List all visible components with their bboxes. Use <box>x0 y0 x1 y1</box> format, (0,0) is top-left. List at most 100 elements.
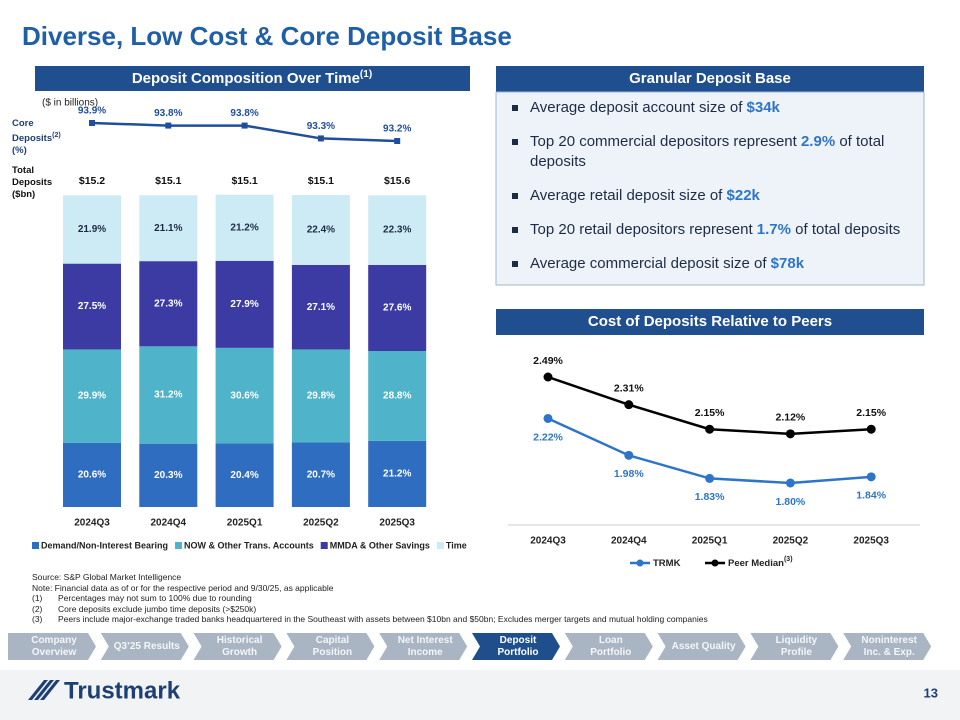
bar-segment <box>139 261 198 347</box>
footnote-text: Core deposits exclude jumbo time deposit… <box>58 603 257 614</box>
x-tick-label: 2025Q2 <box>773 536 809 547</box>
legend-label: Demand/Non-Interest Bearing <box>41 540 168 550</box>
total-label: $15.1 <box>308 175 334 187</box>
data-label: 2.15% <box>856 407 886 419</box>
data-label: 21.1% <box>154 223 182 234</box>
data-label: 30.6% <box>230 390 258 401</box>
nav-tab-label: Growth <box>222 647 257 658</box>
data-label: 28.8% <box>383 391 411 402</box>
data-label: 27.9% <box>230 299 258 310</box>
nav-tab-shape <box>750 633 839 660</box>
nav-tab-shape <box>8 633 96 660</box>
data-label: 93.3% <box>307 121 335 132</box>
data-label: 2.31% <box>614 382 644 394</box>
point <box>785 429 795 439</box>
nav-tab-shape <box>100 633 189 660</box>
footnote-text: Percentages may not sum to 100% due to r… <box>58 593 252 603</box>
point <box>624 450 634 460</box>
data-label: 20.3% <box>154 470 182 481</box>
source-note: Source: S&P Global Market Intelligence <box>32 572 182 582</box>
footnote-text: Peers include major-exchange traded bank… <box>58 614 708 624</box>
nav-tab-shape <box>193 633 282 660</box>
legend-text: TRMK <box>653 558 681 569</box>
panel-header <box>35 66 470 91</box>
x-tick-label: 2024Q4 <box>611 536 647 547</box>
x-tick-label: 2025Q1 <box>692 536 728 547</box>
bar-segment <box>215 443 274 507</box>
bullet-text: of total deposits <box>530 133 885 170</box>
nav-tab-label: Profile <box>781 647 813 658</box>
data-label: 93.9% <box>78 106 106 117</box>
bar-segment <box>291 349 350 443</box>
legend-swatch <box>436 542 444 549</box>
nav-tab-shape <box>657 633 746 660</box>
bar-segment <box>215 347 274 444</box>
data-label: 1.84% <box>856 490 886 502</box>
core-deposits-label: Core Deposits(2) (%) <box>12 118 62 157</box>
panel-title: Cost of Deposits Relative to Peers <box>588 313 832 330</box>
data-label: 20.7% <box>307 469 335 480</box>
footnote: (2) Core deposits exclude jumbo time depo… <box>32 604 708 615</box>
core-marker <box>317 135 324 142</box>
data-label: 2.12% <box>776 412 806 424</box>
footnote-marker: (2) <box>52 132 61 139</box>
nav-tab[interactable]: Asset Quality <box>657 633 746 660</box>
data-label: 93.2% <box>383 124 411 135</box>
bullet-highlight: $78k <box>770 255 805 272</box>
bullet: Top 20 commercial depositors represent 2… <box>510 132 915 172</box>
core-marker <box>165 122 172 129</box>
slide-title: Diverse, Low Cost & Core Deposit Base <box>22 21 512 51</box>
nav-tab-label: Portfolio <box>497 647 538 658</box>
data-label: 20.4% <box>230 470 258 481</box>
bullet: Top 20 retail depositors represent 1.7% … <box>510 220 915 240</box>
nav-tab-label: Noninterest <box>861 635 917 646</box>
bullet: Average retail deposit size of $22k <box>510 186 915 206</box>
point <box>705 424 715 434</box>
bullet-text: Average retail deposit size of <box>530 187 727 204</box>
label-unit: ($bn) <box>12 189 36 200</box>
total-label: $15.2 <box>79 175 105 187</box>
logo: Trustmark <box>64 677 181 704</box>
label-unit: (%) <box>12 145 27 157</box>
panel-header <box>496 66 924 92</box>
note: Note: Financial data as of or for the re… <box>32 582 334 593</box>
legend-label: Peer Median(3) <box>728 556 793 569</box>
label-text: Total Deposits <box>12 165 53 188</box>
legend-label: NOW & Other Trans. Accounts <box>184 540 314 550</box>
label-text: Core Deposits <box>12 118 53 145</box>
nav-tab[interactable]: Q3’25 Results <box>100 633 189 660</box>
data-label: 2.22% <box>533 431 563 443</box>
units-note: ($ in billions) <box>42 98 98 109</box>
point <box>543 413 553 423</box>
data-label: 1.83% <box>695 491 725 503</box>
data-label: 22.4% <box>307 225 335 236</box>
point <box>785 478 795 488</box>
data-label: 1.80% <box>776 496 806 508</box>
legend-point <box>636 559 644 567</box>
bar-segment <box>63 195 121 264</box>
bar-segment <box>291 195 350 265</box>
panel-box <box>495 91 925 286</box>
panel-title: Deposit Composition Over Time(1) <box>132 69 372 87</box>
total-label: $15.1 <box>231 175 257 187</box>
x-tick-label: 2025Q1 <box>227 518 263 529</box>
data-label: 29.8% <box>307 391 335 402</box>
bullet-highlight: 2.9% <box>800 133 836 150</box>
data-label: 21.2% <box>230 222 258 233</box>
data-label: 20.6% <box>78 470 106 481</box>
bar-segment <box>368 351 427 441</box>
nav-tab-label: Net Interest <box>398 635 454 646</box>
footnote-marker: (2) <box>32 603 43 614</box>
bar-segment <box>291 264 350 350</box>
data-label: 27.5% <box>78 301 106 312</box>
